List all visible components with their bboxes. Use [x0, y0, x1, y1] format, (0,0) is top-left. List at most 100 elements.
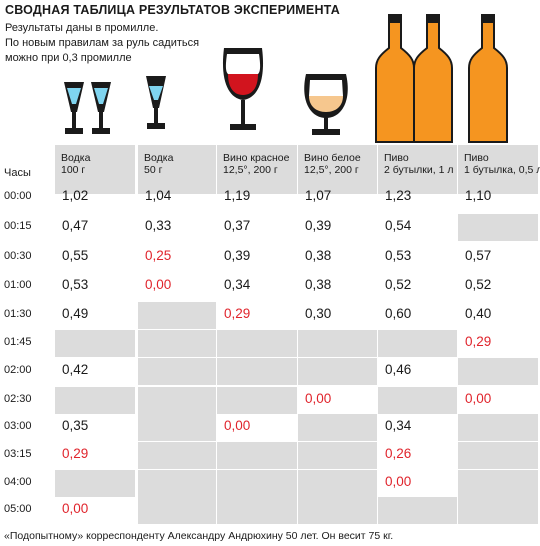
table-row: 03:00 0,35 0,00 0,34	[0, 414, 540, 441]
table-cell: 0,29	[458, 330, 538, 357]
cell-value: 1,04	[145, 188, 172, 203]
table-cell: 0,46	[378, 358, 457, 385]
table-cell	[138, 470, 216, 497]
table-cell: 0,53	[378, 244, 457, 271]
cell-value: 0,00	[145, 277, 172, 292]
table-row: 00:15 0,47 0,33 0,37 0,39 0,54	[0, 214, 540, 241]
beer-bottle-icon	[468, 14, 508, 143]
cell-value: 0,40	[465, 306, 492, 321]
table-cell	[298, 414, 377, 441]
cell-value: 0,26	[385, 446, 412, 461]
cell-value: 0,54	[385, 218, 412, 233]
cell-value: 0,29	[224, 306, 251, 321]
table-cell: 0,40	[458, 302, 538, 329]
column-name: Пиво	[464, 152, 489, 164]
time-label: 04:00	[4, 476, 32, 488]
table-cell	[458, 414, 538, 441]
time-label: 03:15	[4, 448, 32, 460]
table-cell	[217, 330, 297, 357]
cell-value: 0,00	[305, 391, 332, 406]
table-cell	[458, 214, 538, 241]
time-label: 00:15	[4, 220, 32, 232]
column-name: Водка	[144, 152, 174, 164]
column-detail: 50 г	[144, 164, 163, 176]
table-row: 01:45 0,29	[0, 330, 540, 357]
table-cell	[298, 330, 377, 357]
table-cell	[378, 497, 457, 524]
time-label: 03:00	[4, 420, 32, 432]
cell-value: 0,55	[62, 248, 89, 263]
table-cell: 0,53	[55, 273, 135, 300]
cell-value: 0,38	[305, 277, 332, 292]
vodka-glass-icon	[64, 82, 84, 134]
column-detail: 12,5°, 200 г	[223, 164, 278, 176]
cognac-glass-icon	[304, 74, 348, 135]
cell-value: 0,60	[385, 306, 412, 321]
time-label: 00:30	[4, 250, 32, 262]
table-cell: 0,47	[55, 214, 135, 241]
subtitle: Результаты даны в промилле. По новым пра…	[5, 21, 199, 66]
table-cell: 1,19	[217, 184, 297, 211]
table-cell	[217, 470, 297, 497]
column-detail: 12,5°, 200 г	[304, 164, 359, 176]
table-cell	[138, 414, 216, 441]
cell-value: 0,57	[465, 248, 492, 263]
table-cell: 0,42	[55, 358, 135, 385]
table-cell: 0,38	[298, 244, 377, 271]
table-cell: 0,39	[298, 214, 377, 241]
table-cell	[298, 442, 377, 469]
table-row: 00:30 0,55 0,25 0,39 0,38 0,53 0,57	[0, 244, 540, 271]
table-cell	[378, 387, 457, 414]
table-cell	[138, 497, 216, 524]
cell-value: 0,25	[145, 248, 172, 263]
table-cell	[138, 358, 216, 385]
table-row: 02:00 0,42 0,46	[0, 358, 540, 385]
cell-value: 0,53	[385, 248, 412, 263]
table-cell: 0,00	[378, 470, 457, 497]
cell-value: 0,30	[305, 306, 332, 321]
table-cell: 0,52	[458, 273, 538, 300]
cell-value: 0,34	[385, 418, 412, 433]
table-cell	[138, 330, 216, 357]
time-label: 01:30	[4, 308, 32, 320]
cell-value: 0,00	[224, 418, 251, 433]
table-cell	[458, 358, 538, 385]
table-cell: 0,30	[298, 302, 377, 329]
subtitle-line: Результаты даны в промилле.	[5, 22, 159, 34]
table-cell: 0,00	[458, 387, 538, 414]
table-cell	[55, 387, 135, 414]
cell-value: 0,29	[62, 446, 89, 461]
column-name: Вино красное	[223, 152, 290, 164]
vodka-glass-icon	[91, 82, 111, 134]
column-header: Водка 50 г	[138, 145, 216, 194]
table-cell: 0,52	[378, 273, 457, 300]
table-cell	[55, 330, 135, 357]
table-cell: 0,39	[217, 244, 297, 271]
table-row: 04:00 0,00	[0, 470, 540, 497]
cell-value: 0,00	[465, 391, 492, 406]
table-cell: 0,29	[217, 302, 297, 329]
table-cell	[458, 470, 538, 497]
cell-value: 0,00	[385, 474, 412, 489]
column-name: Водка	[61, 152, 91, 164]
table-cell: 0,55	[55, 244, 135, 271]
column-detail: 2 бутылки, 1 л	[384, 164, 454, 176]
table-row: 01:00 0,53 0,00 0,34 0,38 0,52 0,52	[0, 273, 540, 300]
table-cell: 0,29	[55, 442, 135, 469]
cell-value: 0,34	[224, 277, 251, 292]
column-header: Пиво 2 бутылки, 1 л	[378, 145, 457, 194]
table-cell: 1,02	[55, 184, 135, 211]
footnote: «Подопытному» корреспонденту Александру …	[4, 530, 394, 542]
table-cell: 0,60	[378, 302, 457, 329]
cell-value: 1,10	[465, 188, 492, 203]
table-cell: 0,00	[298, 387, 377, 414]
cell-value: 1,02	[62, 188, 89, 203]
subtitle-line: можно при 0,3 промилле	[5, 52, 132, 64]
cell-value: 1,23	[385, 188, 412, 203]
time-label: 02:30	[4, 393, 32, 405]
table-cell: 1,07	[298, 184, 377, 211]
column-header: Водка 100 г	[55, 145, 135, 194]
drink-icons	[64, 14, 508, 143]
table-cell	[217, 497, 297, 524]
table-cell: 0,38	[298, 273, 377, 300]
